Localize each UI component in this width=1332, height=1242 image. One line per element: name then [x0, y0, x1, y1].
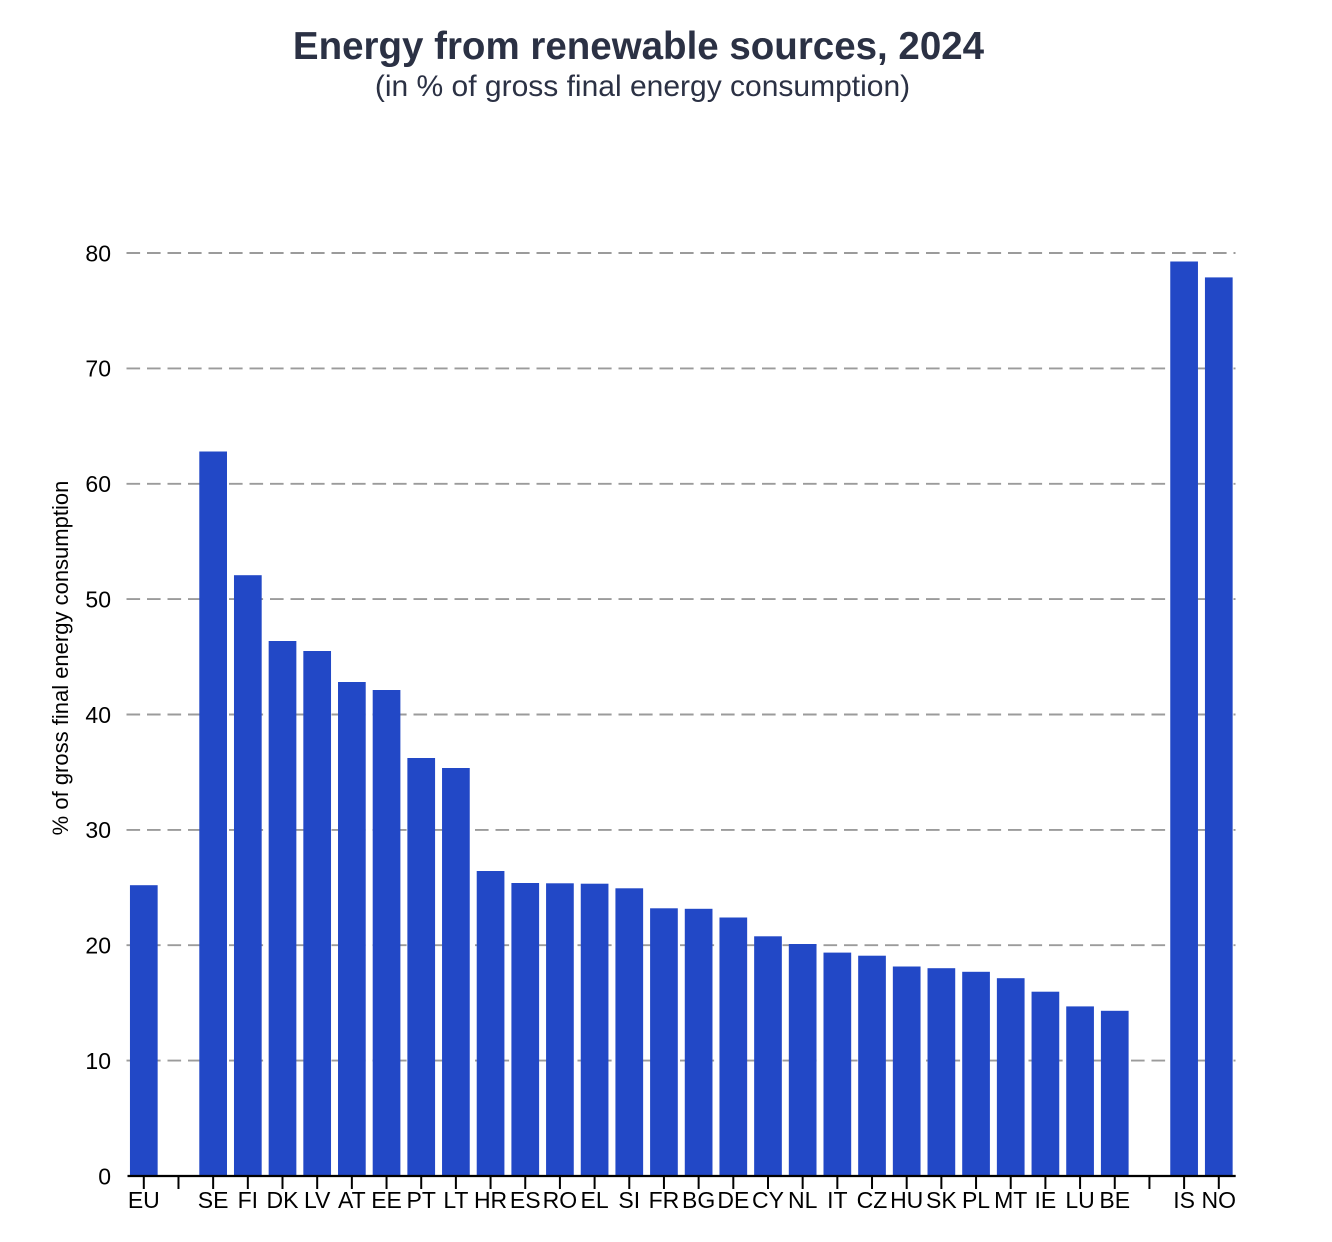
svg-text:50: 50 — [85, 586, 111, 612]
svg-text:HR: HR — [474, 1187, 507, 1213]
svg-text:ES: ES — [510, 1187, 541, 1213]
svg-text:DE: DE — [717, 1187, 749, 1213]
svg-text:20: 20 — [85, 933, 111, 959]
svg-text:BE: BE — [1099, 1187, 1130, 1213]
svg-text:LV: LV — [304, 1187, 331, 1213]
svg-text:BG: BG — [682, 1187, 715, 1213]
svg-text:0: 0 — [98, 1163, 111, 1189]
svg-text:10: 10 — [85, 1048, 111, 1074]
svg-text:PL: PL — [962, 1187, 990, 1213]
svg-text:EE: EE — [371, 1187, 402, 1213]
svg-text:SK: SK — [926, 1187, 957, 1213]
svg-text:(in % of gross final energy co: (in % of gross final energy consumption) — [375, 70, 910, 103]
svg-text:CZ: CZ — [857, 1187, 888, 1213]
svg-text:IT: IT — [827, 1187, 847, 1213]
svg-text:SI: SI — [618, 1187, 640, 1213]
svg-text:EL: EL — [581, 1187, 609, 1213]
svg-text:MT: MT — [994, 1187, 1027, 1213]
svg-text:FI: FI — [238, 1187, 258, 1213]
svg-text:EU: EU — [128, 1187, 160, 1213]
svg-text:30: 30 — [85, 817, 111, 843]
svg-text:SE: SE — [198, 1187, 229, 1213]
svg-text:CY: CY — [752, 1187, 784, 1213]
svg-text:IS: IS — [1173, 1187, 1195, 1213]
svg-text:70: 70 — [85, 356, 111, 382]
svg-text:80: 80 — [85, 240, 111, 266]
svg-text:DK: DK — [267, 1187, 300, 1213]
svg-text:HU: HU — [890, 1187, 923, 1213]
svg-text:60: 60 — [85, 471, 111, 497]
svg-text:40: 40 — [85, 702, 111, 728]
svg-text:% of gross final energy consum: % of gross final energy consumption — [48, 481, 73, 836]
svg-text:LU: LU — [1065, 1187, 1094, 1213]
svg-text:IE: IE — [1035, 1187, 1057, 1213]
svg-text:Energy from renewable sources,: Energy from renewable sources, 2024 — [293, 25, 985, 68]
svg-text:FR: FR — [649, 1187, 680, 1213]
svg-text:PT: PT — [407, 1187, 436, 1213]
svg-text:NL: NL — [788, 1187, 818, 1213]
svg-text:LT: LT — [443, 1187, 468, 1213]
svg-text:RO: RO — [543, 1187, 578, 1213]
svg-text:AT: AT — [338, 1187, 366, 1213]
svg-text:NO: NO — [1202, 1187, 1237, 1213]
